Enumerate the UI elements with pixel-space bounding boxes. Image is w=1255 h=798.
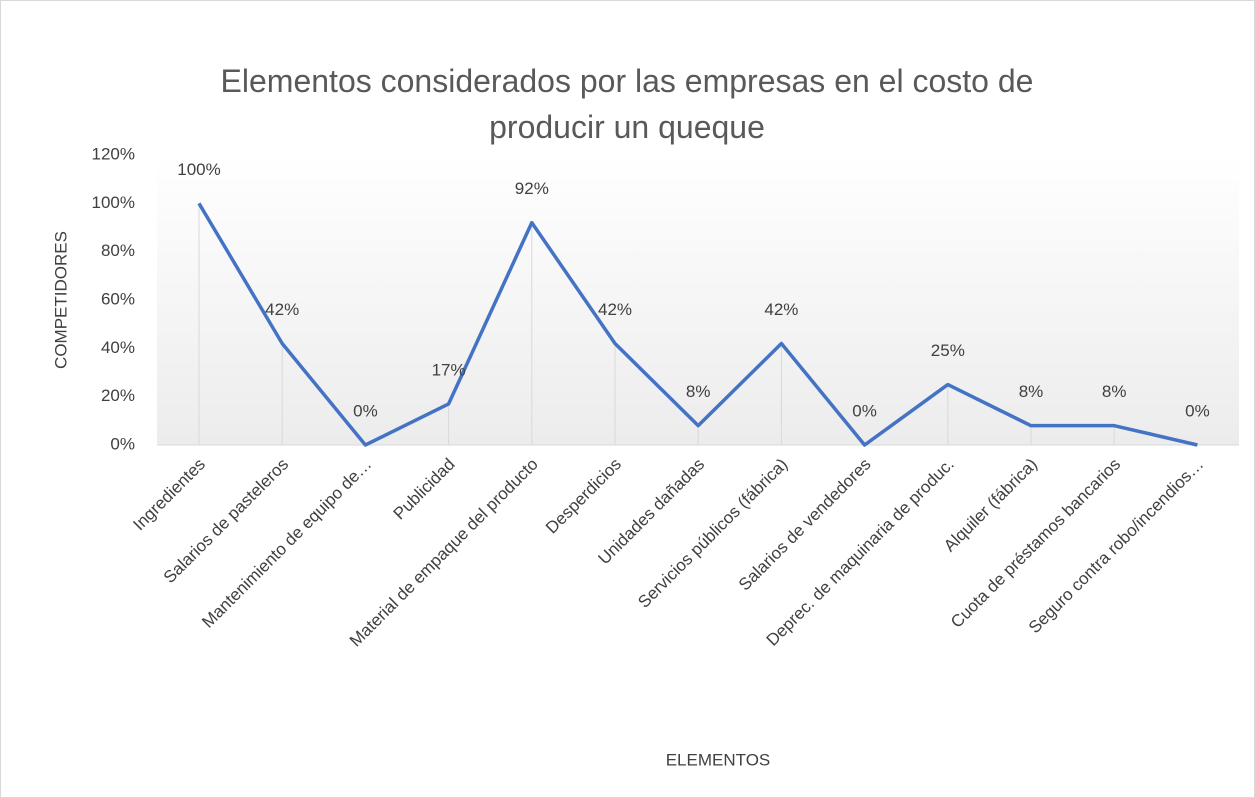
x-tick-label: Seguro contra robo/incendios… xyxy=(1025,455,1207,637)
data-label: 8% xyxy=(1019,382,1044,401)
x-axis-title: ELEMENTOS xyxy=(666,750,771,769)
x-tick-label: Deprec. de maquinaria de produc. xyxy=(763,455,958,650)
x-tick-label: Servicios públicos (fábrica) xyxy=(634,455,791,612)
x-tick-label: Ingredientes xyxy=(129,455,209,535)
x-tick-label: Publicidad xyxy=(390,455,459,524)
x-tick-label: Cuota de préstamos bancarios xyxy=(947,455,1124,632)
data-label: 42% xyxy=(598,300,632,319)
data-label: 17% xyxy=(432,360,466,379)
x-tick-label: Mantenimiento de equipo de… xyxy=(198,455,375,632)
series-line xyxy=(197,202,1198,447)
data-label: 42% xyxy=(265,300,299,319)
data-label: 0% xyxy=(1185,401,1210,420)
y-tick-label: 20% xyxy=(101,386,135,405)
data-label: 92% xyxy=(515,179,549,198)
data-label: 8% xyxy=(686,382,711,401)
y-tick-label: 120% xyxy=(92,144,135,163)
y-tick-label: 0% xyxy=(110,434,135,453)
y-tick-label: 40% xyxy=(101,338,135,357)
data-label: 8% xyxy=(1102,382,1127,401)
data-label: 0% xyxy=(852,401,877,420)
y-axis-title: COMPETIDORES xyxy=(51,231,70,369)
chart-title: Elementos considerados por las empresas … xyxy=(220,63,1034,145)
y-tick-label: 80% xyxy=(101,241,135,260)
data-label: 42% xyxy=(764,300,798,319)
y-tick-label: 60% xyxy=(101,289,135,308)
x-tick-label: Material de empaque del producto xyxy=(346,455,542,651)
y-tick-label: 100% xyxy=(92,193,135,212)
data-label: 25% xyxy=(931,341,965,360)
plot-area xyxy=(157,155,1239,445)
data-label: 0% xyxy=(353,401,378,420)
x-tick-label: Desperdicios xyxy=(542,455,625,538)
data-label: 100% xyxy=(177,160,220,179)
